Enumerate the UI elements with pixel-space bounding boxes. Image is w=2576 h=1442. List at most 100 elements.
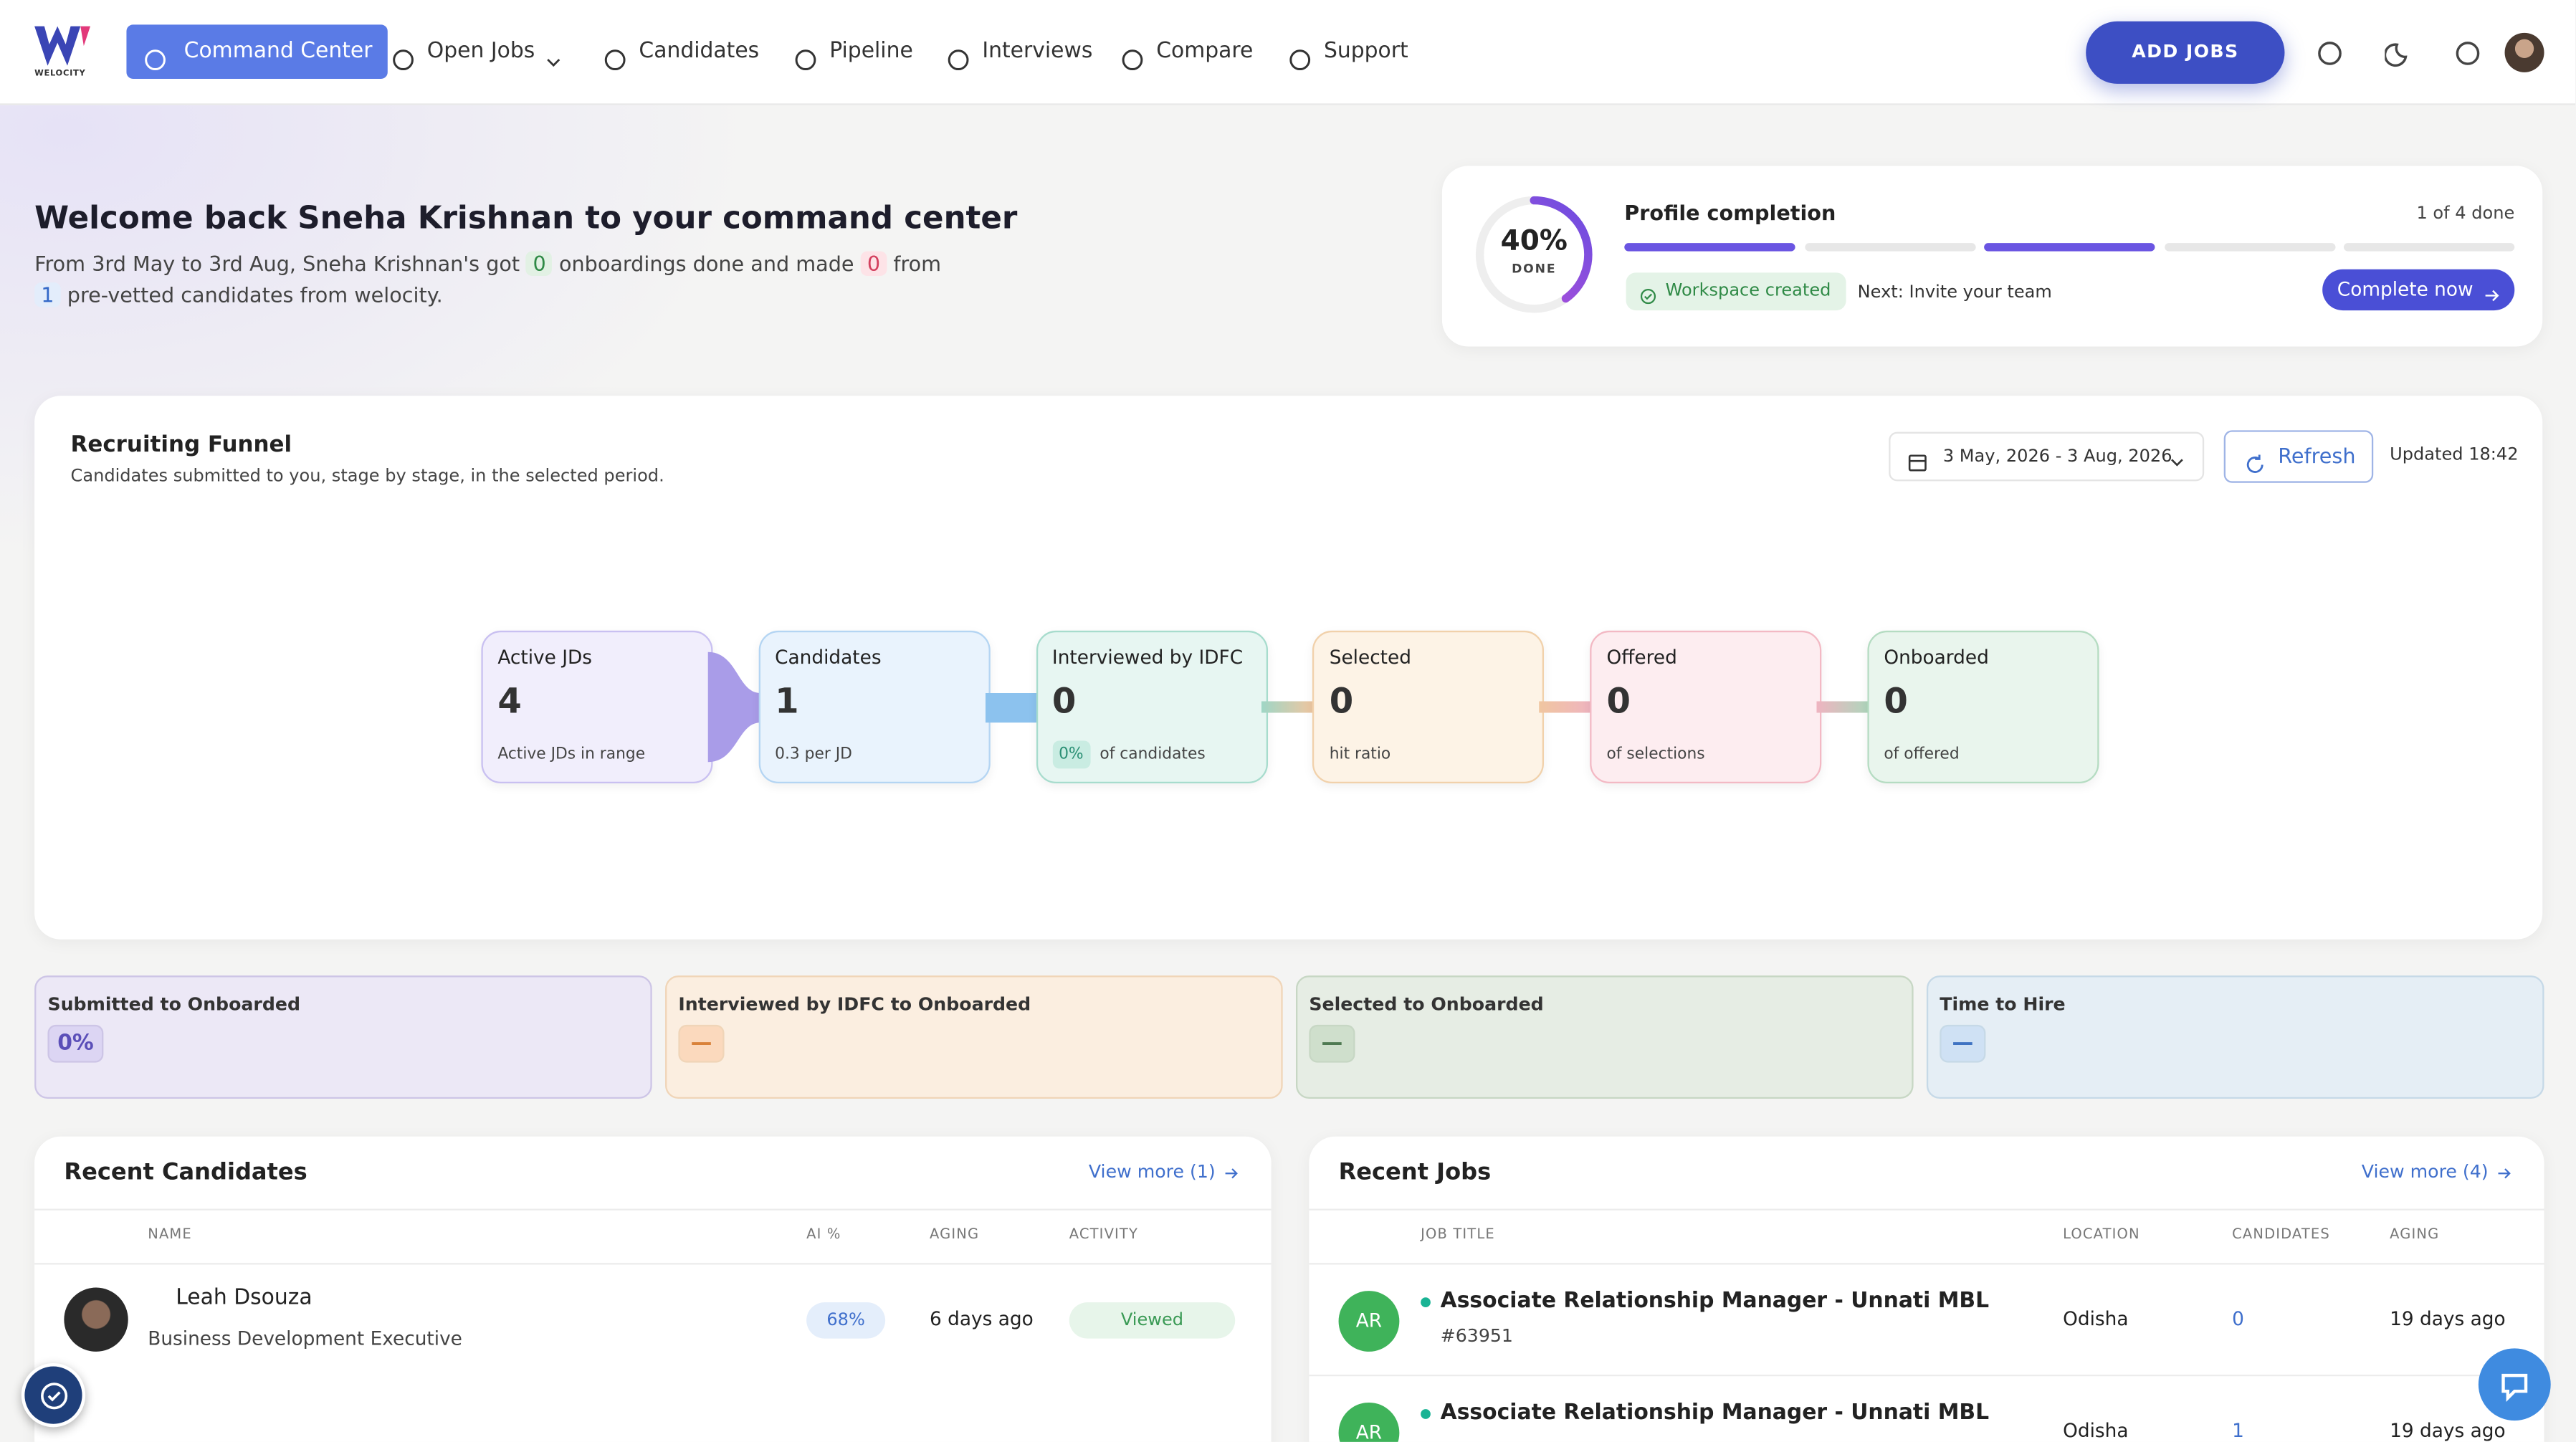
calendar-icon: [1907, 445, 1928, 472]
next-step: Next: Invite your team: [1857, 282, 2052, 302]
accessibility-button[interactable]: [21, 1362, 86, 1428]
funnel-stage[interactable]: Active JDs 4 Active JDs in range: [481, 630, 713, 784]
divider: [1309, 1208, 2544, 1211]
arrow-icon: [2495, 1165, 2513, 1183]
column-header: CANDIDATES: [2232, 1226, 2330, 1243]
metric-card: Interviewed by IDFC to Onboarded —: [665, 975, 1283, 1099]
nav-label: Candidates: [639, 39, 760, 65]
welcome-fragment: pre-vetted candidates from welocity.: [67, 282, 443, 307]
view-more-link[interactable]: View more (4): [2362, 1161, 2513, 1183]
column-header: AGING: [929, 1226, 980, 1243]
column-header: NAME: [148, 1226, 192, 1243]
nav-item[interactable]: Candidates: [603, 24, 759, 79]
divider: [34, 1208, 1272, 1211]
nav-item[interactable]: Open Jobs: [391, 24, 560, 79]
metric-label: Interviewed by IDFC to Onboarded: [678, 993, 1031, 1016]
candidate-row[interactable]: Leah Dsouza Business Development Executiv…: [34, 1264, 1271, 1372]
stage-value: 0: [1606, 681, 1631, 721]
view-more-link[interactable]: View more (1): [1089, 1161, 1240, 1183]
progress-segment: [1804, 243, 1975, 252]
dropdown-caret: [2166, 445, 2188, 467]
column-header: AI %: [806, 1226, 841, 1243]
welcome-fragment: From 3rd May to 3rd Aug, Sneha Krishnan'…: [34, 251, 520, 276]
funnel-stage[interactable]: Interviewed by IDFC 0 0% of candidates: [1036, 630, 1268, 784]
job-location: Odisha: [2063, 1307, 2129, 1331]
metric-value: —: [678, 1024, 725, 1063]
stage-label: Selected: [1329, 645, 1411, 669]
ring-percent: 40%: [1500, 224, 1568, 258]
metric-value: —: [1940, 1024, 1986, 1063]
job-id: #63951: [1440, 1325, 1513, 1347]
add-jobs-button[interactable]: ADD JOBS: [2086, 21, 2285, 84]
date-range-picker[interactable]: 3 May, 2026 - 3 Aug, 2026: [1889, 431, 2205, 482]
metric-value: 0%: [47, 1024, 104, 1063]
stage-connector: [984, 631, 1038, 783]
stage-label: Active JDs: [497, 645, 593, 669]
nav-label: Pipeline: [829, 39, 913, 65]
candidate-aging: 6 days ago: [929, 1307, 1034, 1331]
section-title: Recent Jobs: [1338, 1159, 1492, 1186]
stage-connector: [1539, 631, 1592, 783]
count-badge: 1: [34, 282, 61, 307]
chat-button[interactable]: [2478, 1348, 2551, 1421]
welcome-title: Welcome back Sneha Krishnan to your comm…: [34, 200, 1018, 237]
welcome-fragment: onboardings done and made: [558, 251, 854, 276]
job-aging: 19 days ago: [2390, 1418, 2506, 1442]
funnel-stage[interactable]: Selected 0 hit ratio: [1312, 630, 1545, 784]
nav-icon: [391, 39, 415, 71]
complete-now-button[interactable]: Complete now: [2322, 269, 2515, 311]
nav-icon: [1288, 39, 1312, 71]
job-title: Associate Relationship Manager - Unnati …: [1440, 1289, 1990, 1314]
nav-item[interactable]: Support: [1288, 24, 1408, 79]
funnel-stage[interactable]: Onboarded 0 of offered: [1867, 630, 2099, 784]
nav-item[interactable]: Compare: [1120, 24, 1254, 79]
stage-value: 0: [1051, 681, 1077, 721]
status-badge: Workspace created: [1626, 272, 1846, 311]
status-dot: [1421, 1409, 1431, 1419]
check-icon: [1639, 282, 1657, 305]
stage-note: of offered: [1884, 745, 1960, 764]
recent-candidates-card: Recent Candidates View more (1) NAME AI % AG…: [34, 1136, 1272, 1442]
metric-label: Submitted to Onboarded: [47, 993, 301, 1016]
ring-caption: DONE: [1512, 261, 1557, 276]
stage-label: Candidates: [775, 645, 882, 669]
nav-icon: [946, 39, 970, 71]
candidate-name: Leah Dsouza: [176, 1286, 313, 1311]
status-dot: [1421, 1297, 1431, 1308]
refresh-icon: [2243, 445, 2266, 473]
metric-card: Time to Hire —: [1926, 975, 2544, 1099]
user-avatar[interactable]: [2504, 32, 2544, 72]
nav-item[interactable]: Command Center: [126, 24, 388, 79]
profile-title: Profile completion: [1624, 200, 1836, 225]
job-candidates: 1: [2232, 1418, 2244, 1442]
funnel-stage[interactable]: Offered 0 of selections: [1590, 630, 1822, 784]
nav-icon: [143, 39, 167, 71]
nav-label: Interviews: [982, 39, 1093, 65]
metric-card: Submitted to Onboarded 0%: [34, 975, 652, 1099]
stage-connector: [707, 631, 760, 783]
nav-label: Compare: [1156, 39, 1254, 65]
job-aging: 19 days ago: [2390, 1307, 2506, 1331]
column-header: JOB TITLE: [1421, 1226, 1495, 1243]
metric-card: Selected to Onboarded —: [1295, 975, 1914, 1099]
job-row[interactable]: AR Associate Relationship Manager - Unnat…: [1309, 1264, 2544, 1377]
settings-icon[interactable]: [2454, 39, 2482, 67]
top-nav: WELOCITY Command Center Open Jobs Candidate…: [0, 0, 2576, 105]
job-row[interactable]: AR Associate Relationship Manager - Unnat…: [1309, 1376, 2544, 1442]
funnel-card: Recruiting Funnel Candidates submitted to…: [34, 396, 2543, 940]
stage-value: 0: [1329, 681, 1354, 721]
metric-value: —: [1309, 1024, 1355, 1063]
funnel-stage[interactable]: Candidates 1 0.3 per JD: [758, 630, 991, 784]
nav-item[interactable]: Interviews: [946, 24, 1092, 79]
notifications-icon[interactable]: [2316, 39, 2344, 67]
nav-icon: [1120, 39, 1145, 71]
nav-item[interactable]: Pipeline: [793, 24, 913, 79]
job-candidates: 0: [2232, 1307, 2244, 1331]
stage-note: of selections: [1606, 745, 1705, 764]
dark-mode-icon[interactable]: [2383, 39, 2413, 67]
refresh-button[interactable]: Refresh: [2223, 430, 2374, 483]
nav-label: Open Jobs: [426, 39, 535, 65]
nav-label: Command Center: [183, 39, 373, 65]
funnel-subtitle: Candidates submitted to you, stage by st…: [70, 466, 664, 487]
